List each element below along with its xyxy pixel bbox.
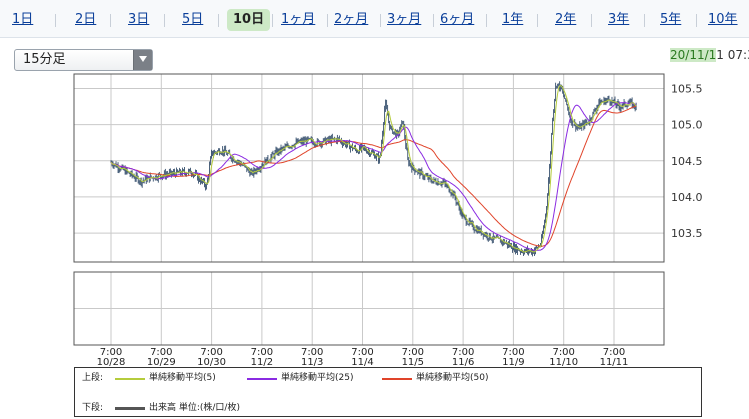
y-axis-labels: 105.5 105.0 104.5 104.0 103.5 [671,82,703,240]
tab-1-month[interactable]: 1ヶ月 [281,12,316,27]
dropdown-button[interactable] [133,50,152,70]
chart-legend: 上段: 単純移動平均(5) 単純移動平均(25) 単純移動平均(50) 下段: … [74,367,702,417]
tab-2-years[interactable]: 2年 [555,12,577,27]
tab-separator [644,14,645,27]
x-tick-date: 10/30 [197,357,226,366]
x-tick-date: 11/9 [502,357,524,366]
x-tick-date: 11/3 [301,357,323,366]
x-tick-time: 7:00 [502,347,524,358]
legend-upper-label: 上段: [82,373,104,383]
x-tick-date: 11/4 [351,357,373,366]
timeframe-select-value: 15分足 [23,52,66,67]
legend-volume-swatch [115,407,145,410]
tab-3-months[interactable]: 3ヶ月 [387,12,422,27]
tab-6-months[interactable]: 6ヶ月 [440,12,475,27]
ma25-line [110,102,637,251]
y-tick-label: 105.0 [671,119,703,132]
tab-1-day[interactable]: 1日 [12,12,34,27]
ma50-line [110,105,637,247]
legend-volume-label: 出来高 単位:(株/口/枚) [149,403,240,413]
x-tick-time: 7:00 [150,347,172,358]
x-tick-time: 7:00 [351,347,373,358]
x-axis-labels: 7:0010/287:0010/297:0010/307:0011/27:001… [97,347,629,366]
x-tick-date: 10/29 [147,357,176,366]
tab-1-year[interactable]: 1年 [502,12,524,27]
x-tick-date: 11/11 [600,357,629,366]
x-tick-time: 7:00 [402,347,424,358]
tab-3-years[interactable]: 3年 [608,12,630,27]
tab-5-days[interactable]: 5日 [182,12,204,27]
tab-separator [110,14,111,27]
ma5-line [110,85,637,253]
y-tick-label: 103.5 [671,227,703,240]
tab-2-months[interactable]: 2ヶ月 [334,12,369,27]
tab-separator [272,14,273,27]
y-tick-label: 104.5 [671,155,703,168]
legend-lower-label: 下段: [82,403,104,413]
x-tick-date: 11/10 [549,357,578,366]
x-tick-time: 7:00 [301,347,323,358]
last-update-timestamp: 20/11/11 07:3 [670,46,749,64]
timestamp-highlight: 20/11/1 [670,48,717,62]
y-tick-label: 105.5 [671,82,703,95]
tab-separator [164,14,165,27]
tab-separator [696,14,697,27]
legend-ma25-swatch [247,378,277,380]
tab-separator [433,14,434,27]
y-tick-label: 104.0 [671,191,703,204]
tab-separator [486,14,487,27]
legend-ma50-label: 単純移動平均(50) [416,373,489,383]
tab-separator [591,14,592,27]
legend-ma5-label: 単純移動平均(5) [149,373,216,383]
chart-grid [74,74,664,345]
x-tick-date: 11/6 [452,357,474,366]
chevron-down-icon [139,56,147,62]
legend-ma50-swatch [382,378,412,380]
x-tick-time: 7:00 [603,347,625,358]
x-tick-time: 7:00 [452,347,474,358]
tab-separator [55,14,56,27]
x-tick-date: 11/5 [402,357,424,366]
price-panel-frame [73,73,665,263]
timestamp-rest: 1 07:3 [716,48,749,62]
x-tick-date: 10/28 [97,357,126,366]
period-tab-bar: 1日 2日 3日 5日 10日 1ヶ月 2ヶ月 3ヶ月 6ヶ月 1年 2年 3年… [0,0,749,38]
tab-separator [218,14,219,27]
tab-separator [380,14,381,27]
tab-separator [537,14,538,27]
x-tick-time: 7:00 [200,347,222,358]
legend-ma5-swatch [115,378,145,380]
tab-separator [327,14,328,27]
x-tick-time: 7:00 [552,347,574,358]
tab-10-years[interactable]: 10年 [708,12,738,27]
tab-10-days[interactable]: 10日 [227,9,271,31]
volume-panel-frame [73,271,665,346]
legend-upper-row: 上段: 単純移動平均(5) 単純移動平均(25) 単純移動平均(50) [82,371,682,385]
timeframe-select[interactable]: 15分足 [14,49,153,71]
tab-5-years[interactable]: 5年 [660,12,682,27]
x-tick-date: 11/2 [251,357,273,366]
tab-2-days[interactable]: 2日 [75,12,97,27]
x-tick-time: 7:00 [251,347,273,358]
legend-ma25-label: 単純移動平均(25) [281,373,354,383]
x-tick-time: 7:00 [100,347,122,358]
legend-lower-row: 下段: 出来高 単位:(株/口/枚) [82,401,682,415]
tab-3-days[interactable]: 3日 [128,12,150,27]
candlestick-series [110,81,637,257]
